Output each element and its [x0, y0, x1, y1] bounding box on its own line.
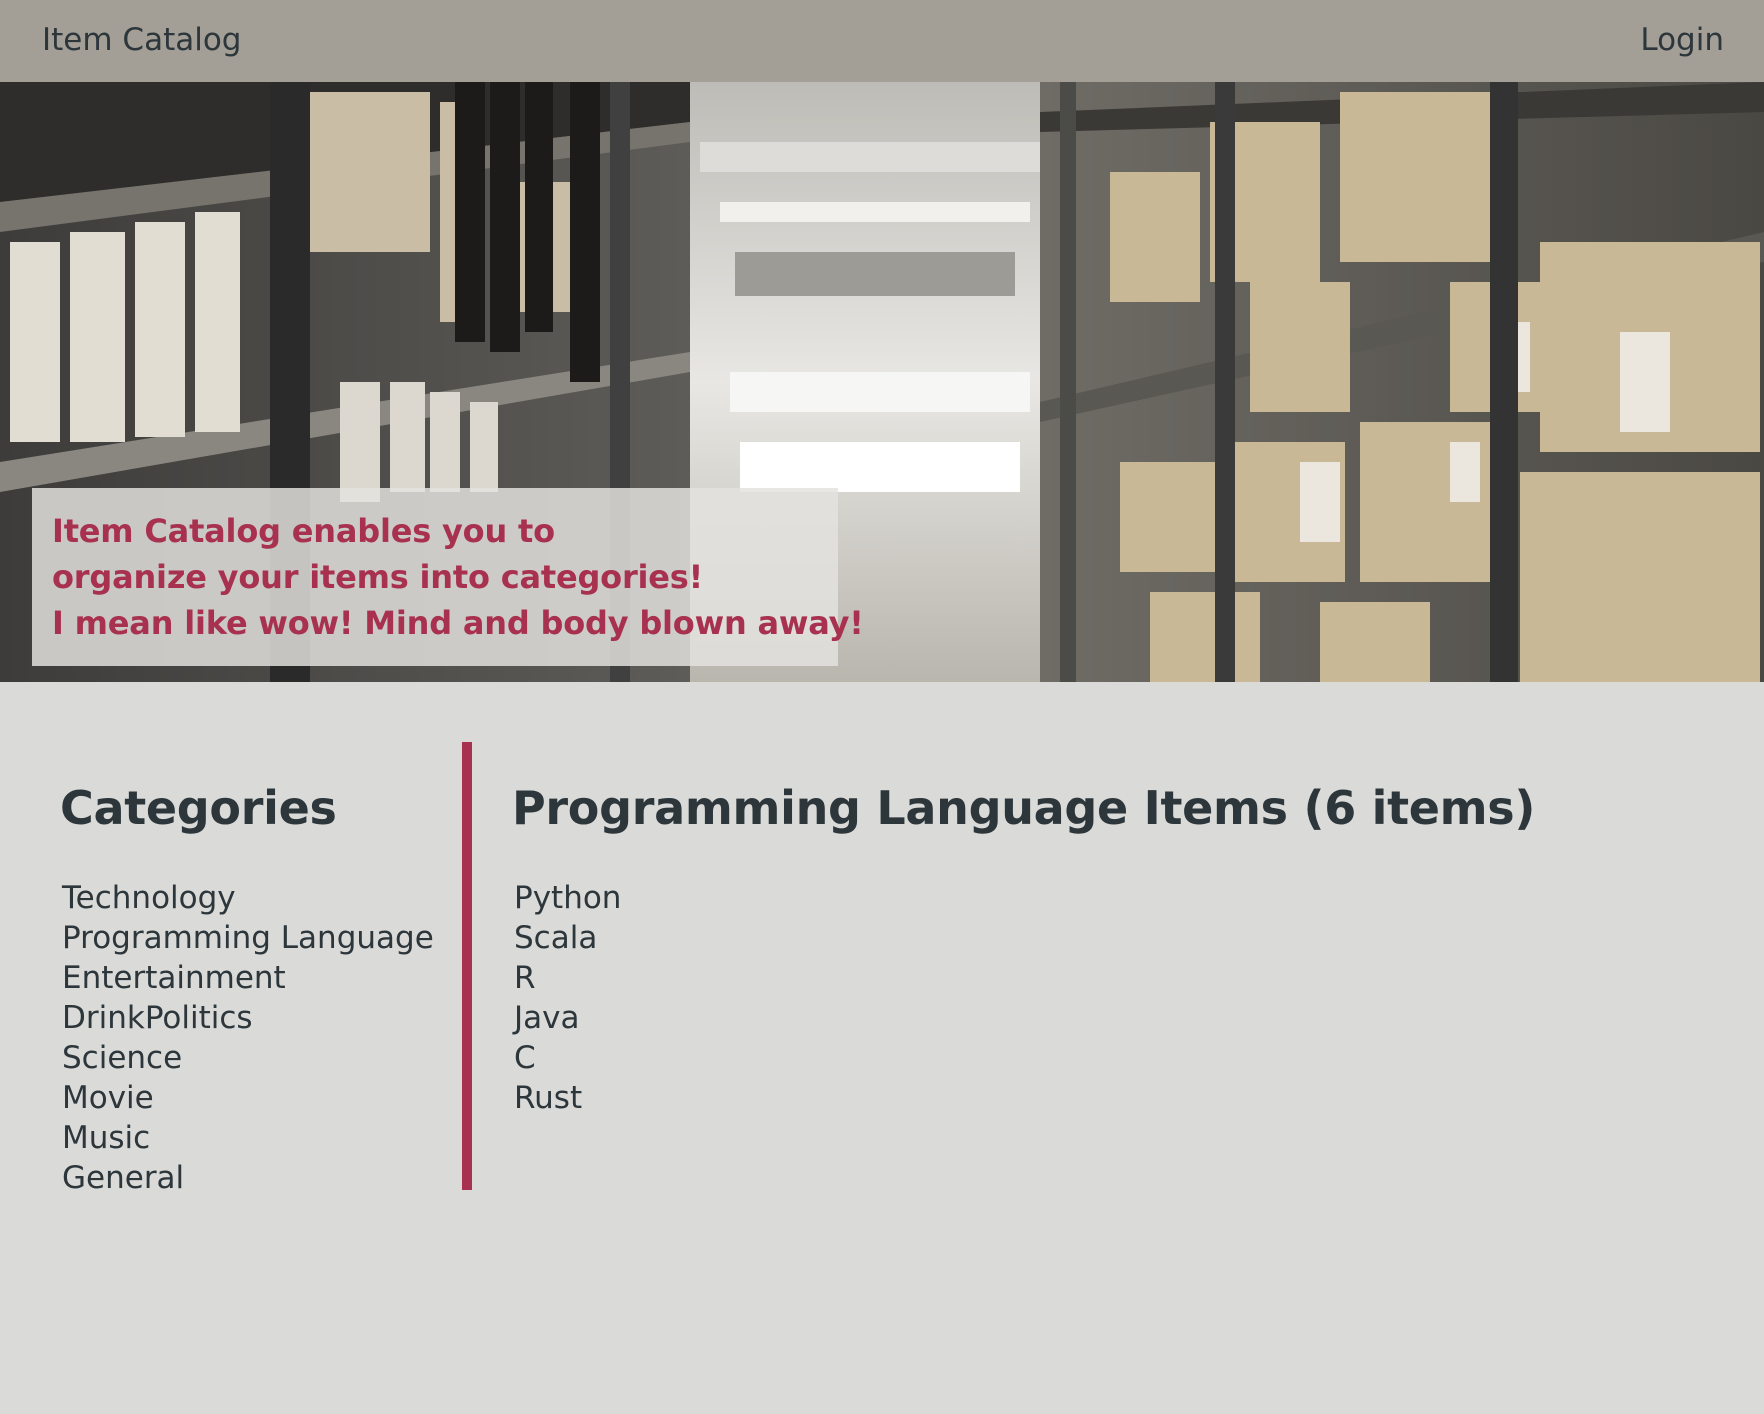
list-item: Programming Language: [62, 918, 460, 958]
items-panel: Programming Language Items (6 items) Pyt…: [512, 780, 1712, 1118]
item-link-rust[interactable]: Rust: [514, 1080, 583, 1116]
item-link-r[interactable]: R: [514, 960, 536, 996]
brand-link[interactable]: Item Catalog: [42, 22, 242, 58]
list-item: Java: [514, 998, 1712, 1038]
items-heading: Programming Language Items (6 items): [512, 781, 1536, 835]
list-item: R: [514, 958, 1712, 998]
list-item: Python: [514, 878, 1712, 918]
warehouse-shelves-image: [0, 82, 1764, 682]
item-link-python[interactable]: Python: [514, 880, 622, 916]
list-item: Movie: [62, 1078, 460, 1118]
list-item: Technology: [62, 878, 460, 918]
list-item: Science: [62, 1038, 460, 1078]
category-link-movie[interactable]: Movie: [62, 1080, 154, 1116]
login-link[interactable]: Login: [1640, 22, 1724, 58]
category-link-general[interactable]: General: [62, 1160, 185, 1196]
hero-tagline-line-3: I mean like wow! Mind and body blown awa…: [52, 604, 864, 642]
item-link-java[interactable]: Java: [514, 1000, 580, 1036]
category-link-entertainment[interactable]: Entertainment: [62, 960, 286, 996]
item-link-scala[interactable]: Scala: [514, 920, 598, 956]
category-link-programming-language[interactable]: Programming Language: [62, 920, 434, 956]
list-item: Scala: [514, 918, 1712, 958]
list-item: General: [62, 1158, 460, 1198]
category-link-technology[interactable]: Technology: [62, 880, 236, 916]
list-item: Music: [62, 1118, 460, 1158]
item-link-c[interactable]: C: [514, 1040, 536, 1076]
category-link-drinkpolitics[interactable]: DrinkPolitics: [62, 1000, 253, 1036]
hero-banner: Item Catalog enables you to organize you…: [0, 82, 1764, 682]
category-list: Technology Programming Language Entertai…: [62, 878, 460, 1198]
hero-tagline-box: Item Catalog enables you to organize you…: [32, 488, 864, 666]
category-link-music[interactable]: Music: [62, 1120, 151, 1156]
item-list: Python Scala R Java C Rust: [514, 878, 1712, 1118]
list-item: C: [514, 1038, 1712, 1078]
category-link-science[interactable]: Science: [62, 1040, 183, 1076]
list-item: Entertainment: [62, 958, 460, 998]
list-item: DrinkPolitics: [62, 998, 460, 1038]
hero-tagline-line-1: Item Catalog enables you to: [52, 512, 555, 550]
navbar: Item Catalog Login: [0, 0, 1764, 82]
categories-heading: Categories: [60, 781, 337, 835]
categories-panel: Categories Technology Programming Langua…: [60, 780, 460, 1198]
list-item: Rust: [514, 1078, 1712, 1118]
hero-tagline-line-2: organize your items into categories!: [52, 558, 704, 596]
section-divider: [462, 742, 472, 1190]
